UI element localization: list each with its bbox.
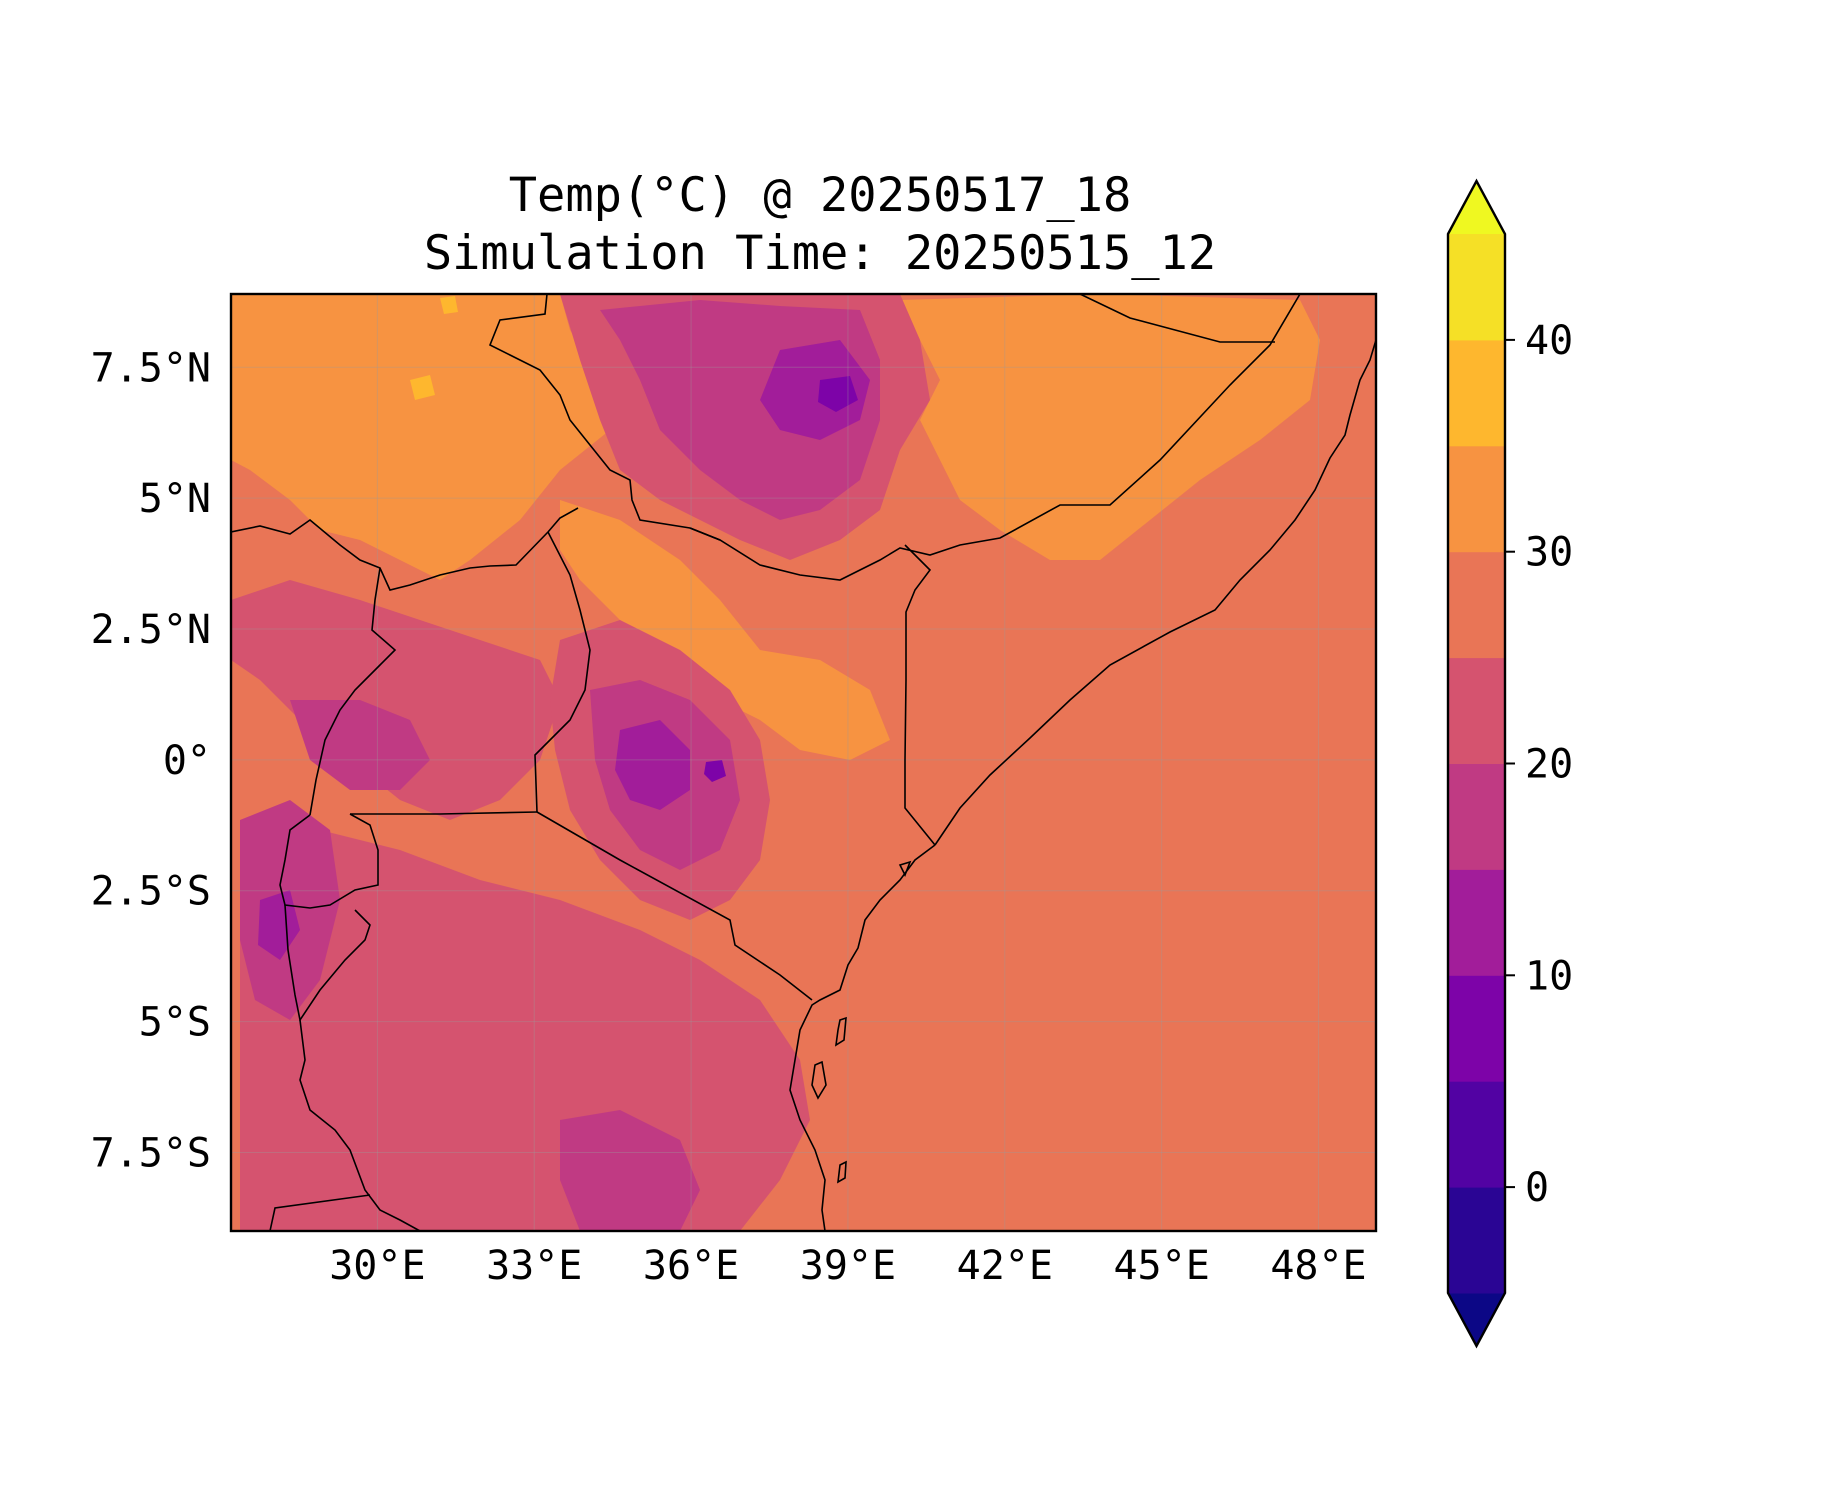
contour-hot-spot-1: [410, 375, 435, 400]
border-kenya-tanzania: [536, 811, 813, 1001]
colorbar-tick-label: 0: [1525, 1165, 1549, 1211]
border-zambia-tanzania: [269, 1194, 371, 1231]
country-borders: [231, 294, 1301, 1231]
border-south-sudan-ethiopia: [689, 294, 1301, 581]
colorbar-level: [1448, 1187, 1505, 1294]
coastline-kenya-tanzania: [789, 844, 936, 1231]
lon-tick-label: 36°E: [643, 1243, 739, 1289]
colorbar-level: [1448, 869, 1505, 976]
lat-tick-label: 5°S: [139, 1000, 211, 1046]
colorbar-level: [1448, 657, 1505, 764]
title-line-1: Temp(°C) @ 20250517_18: [508, 168, 1132, 223]
lon-tick-label: 30°E: [329, 1243, 425, 1289]
colorbar-level: [1448, 551, 1505, 659]
contour-tanzania-cool: [240, 830, 810, 1231]
contour-aberdare-coldest: [615, 720, 690, 810]
contour-ne-uganda-cold: [290, 700, 430, 790]
colorbar-level: [1448, 234, 1505, 341]
colorbar-outline: [1446, 178, 1507, 1349]
border-sudan-south-sudan: [488, 294, 691, 529]
contour-hot-spot-2: [440, 296, 458, 314]
contour-sudan-warm: [231, 294, 610, 580]
colorbar-level: [1448, 339, 1505, 447]
border-kenya-ethiopia-somalia: [689, 527, 721, 541]
contour-lake-region-cool: [231, 580, 560, 820]
lon-tick-label: 48°E: [1270, 1243, 1366, 1289]
border-uganda-drc: [309, 567, 397, 816]
border-uganda-tanzania: [350, 811, 538, 815]
border-uganda-kenya: [534, 531, 591, 813]
border-burundi-tanzania: [284, 904, 371, 1023]
lat-tick-label: 7.5°N: [91, 345, 211, 391]
colorbar-tick-label: 20: [1525, 742, 1573, 788]
contour-simien-coldest: [760, 340, 870, 440]
colorbar-under-extension: [1448, 1293, 1505, 1346]
contour-rwenzori-coldest: [258, 890, 300, 960]
border-kenya-somalia: [904, 544, 936, 846]
island-lamu: [898, 860, 912, 877]
border-ss-drc-car: [231, 507, 579, 591]
title-line-2: Simulation Time: 20250515_12: [423, 226, 1217, 281]
colorbar-tick-label: 30: [1525, 530, 1573, 576]
border-lake-tanganyika: [299, 1019, 421, 1231]
contour-ogaden-warm: [900, 294, 1320, 560]
coastline: [789, 339, 1376, 1231]
coastline-somalia: [934, 339, 1376, 846]
colorbar-over-extension: [1448, 181, 1505, 234]
colorbar-level: [1448, 763, 1505, 870]
island-pemba: [834, 1016, 847, 1047]
lat-tick-label: 0°: [163, 738, 211, 784]
colorbar-tick-label: 40: [1525, 318, 1573, 364]
colorbar-level: [1448, 1081, 1505, 1188]
colorbar: 0 10 20 30 40: [1446, 178, 1573, 1349]
lat-tick-label: 2.5°S: [91, 869, 211, 915]
colorbar-tick-label: 10: [1525, 953, 1573, 999]
colorbar-level: [1448, 975, 1505, 1082]
lon-tick-label: 45°E: [1113, 1243, 1209, 1289]
map-frame: [229, 292, 1378, 1233]
island-zanzibar: [811, 1060, 827, 1100]
contour-southern-tz-cold: [560, 1110, 700, 1231]
lon-tick-label: 39°E: [800, 1243, 896, 1289]
lat-tick-label: 7.5°S: [91, 1130, 211, 1176]
lat-tick-label: 5°N: [139, 476, 211, 522]
contour-turkana-warm: [560, 500, 890, 760]
lon-tick-label: 42°E: [957, 1243, 1053, 1289]
island-mafia: [837, 1160, 847, 1184]
lat-tick-label: 2.5°N: [91, 607, 211, 653]
lat-tick-labels: 7.5°N 5°N 2.5°N 0° 2.5°S 5°S 7.5°S: [91, 345, 211, 1176]
map-panel: [231, 294, 1376, 1231]
border-rwanda-burundi: [279, 813, 379, 909]
colorbar-level: [1448, 445, 1505, 553]
border-ethiopia-eritrea: [1079, 294, 1275, 343]
lon-tick-label: 33°E: [486, 1243, 582, 1289]
contour-peak-5-10: [818, 376, 858, 412]
lon-tick-labels: 30°E 33°E 36°E 39°E 42°E 45°E 48°E: [329, 1243, 1366, 1289]
gridlines: [231, 294, 1376, 1231]
contour-kenya-peak-5-10: [704, 760, 726, 782]
